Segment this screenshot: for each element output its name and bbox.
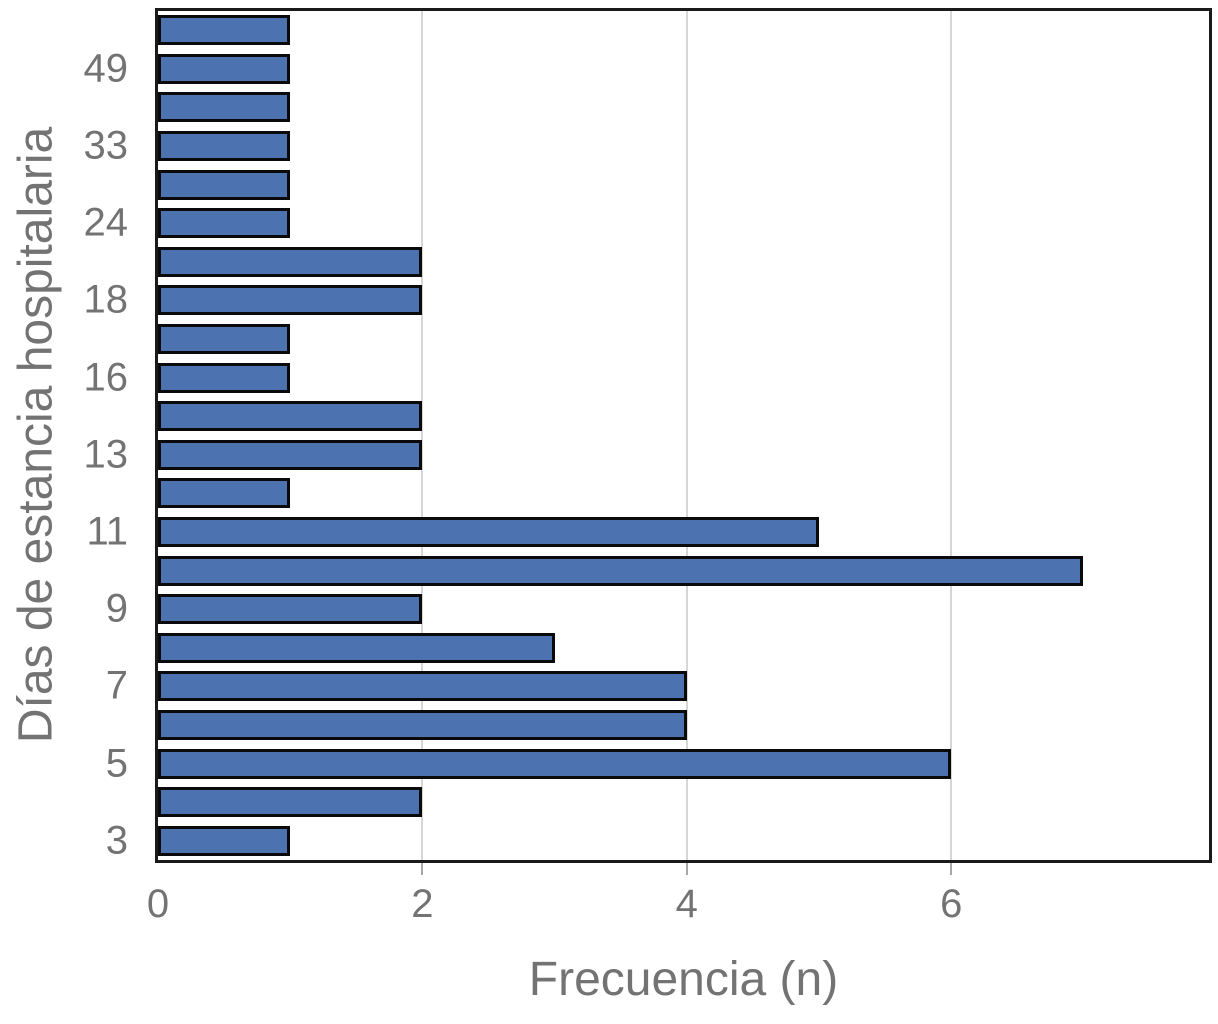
bar-value-1	[158, 169, 291, 200]
bar-value-3	[158, 632, 555, 663]
bar-value-1	[158, 208, 291, 239]
y-tick-label-3: 3	[105, 818, 128, 863]
bar-value-2	[158, 787, 423, 818]
bar-row	[158, 783, 1209, 822]
bar-row	[158, 165, 1209, 204]
y-tick-label-24: 24	[83, 200, 129, 245]
bar-value-6	[158, 748, 952, 779]
gridline-x-6	[950, 11, 953, 860]
y-tick-label-5: 5	[105, 741, 128, 785]
bar-row: 5	[106, 741, 1209, 785]
bar-row: 9	[106, 587, 1209, 631]
bar-row: 11	[86, 509, 1209, 553]
bar-value-1	[158, 825, 291, 856]
bar-row: 16	[84, 355, 1209, 399]
x-tick-label-0: 0	[146, 882, 170, 926]
y-tick-label-7: 7	[105, 663, 128, 708]
x-axis-title: Frecuencia (n)	[528, 953, 839, 1006]
plot-area: 49 33 24 18 16 13 11 9 7 5 3	[84, 8, 1212, 863]
y-tick-label-16: 16	[83, 355, 129, 400]
y-tick-label-13: 13	[83, 432, 129, 477]
bar-row: 13	[84, 432, 1209, 476]
bar-value-2	[158, 285, 423, 316]
bar-value-2	[158, 439, 423, 470]
y-tick-label-9: 9	[105, 586, 128, 631]
bar-row	[158, 397, 1209, 436]
bar-row	[158, 706, 1209, 745]
bar-row	[158, 628, 1209, 667]
bar-value-1	[158, 131, 291, 162]
bar-row: 18	[84, 278, 1209, 322]
x-tick-label-2: 2	[411, 882, 434, 926]
y-tick-label-11: 11	[86, 509, 128, 554]
y-tick-label-18: 18	[83, 277, 129, 322]
y-tick-label-33: 33	[83, 123, 129, 168]
bar-value-2	[158, 401, 423, 432]
bar-value-5	[158, 516, 819, 547]
bar-value-7	[158, 555, 1084, 586]
bar-row	[158, 88, 1209, 127]
bar-row	[158, 11, 1209, 50]
x-tick-mark-6	[950, 863, 953, 875]
bar-value-4	[158, 671, 687, 702]
x-tick-label-6: 6	[940, 882, 963, 926]
bar-value-1	[158, 92, 291, 123]
y-axis-title: Días de estancia hospitalaria	[9, 126, 63, 744]
bar-row: 7	[106, 664, 1209, 708]
bar-row	[158, 320, 1209, 359]
x-tick-label-4: 4	[675, 882, 698, 926]
bar-row: 33	[84, 124, 1209, 168]
x-tick-mark-2	[421, 863, 424, 875]
bar-value-1	[158, 478, 291, 509]
bar-row: 49	[84, 46, 1209, 90]
bar-value-1	[158, 53, 291, 84]
bar-value-1	[158, 362, 291, 393]
bar-value-4	[158, 709, 687, 740]
bar-value-2	[158, 246, 423, 277]
bar-row	[158, 243, 1209, 282]
bar-value-1	[158, 15, 291, 46]
x-tick-mark-4	[685, 863, 688, 875]
bar-value-2	[158, 594, 423, 625]
bar-row	[158, 474, 1209, 513]
bar-row	[158, 551, 1209, 590]
y-tick-label-49: 49	[83, 46, 129, 91]
bar-row: 3	[106, 818, 1209, 862]
gridline-x-2	[421, 11, 424, 860]
bar-value-1	[158, 324, 291, 354]
bar-row: 24	[84, 201, 1209, 245]
gridline-x-4	[685, 11, 688, 860]
